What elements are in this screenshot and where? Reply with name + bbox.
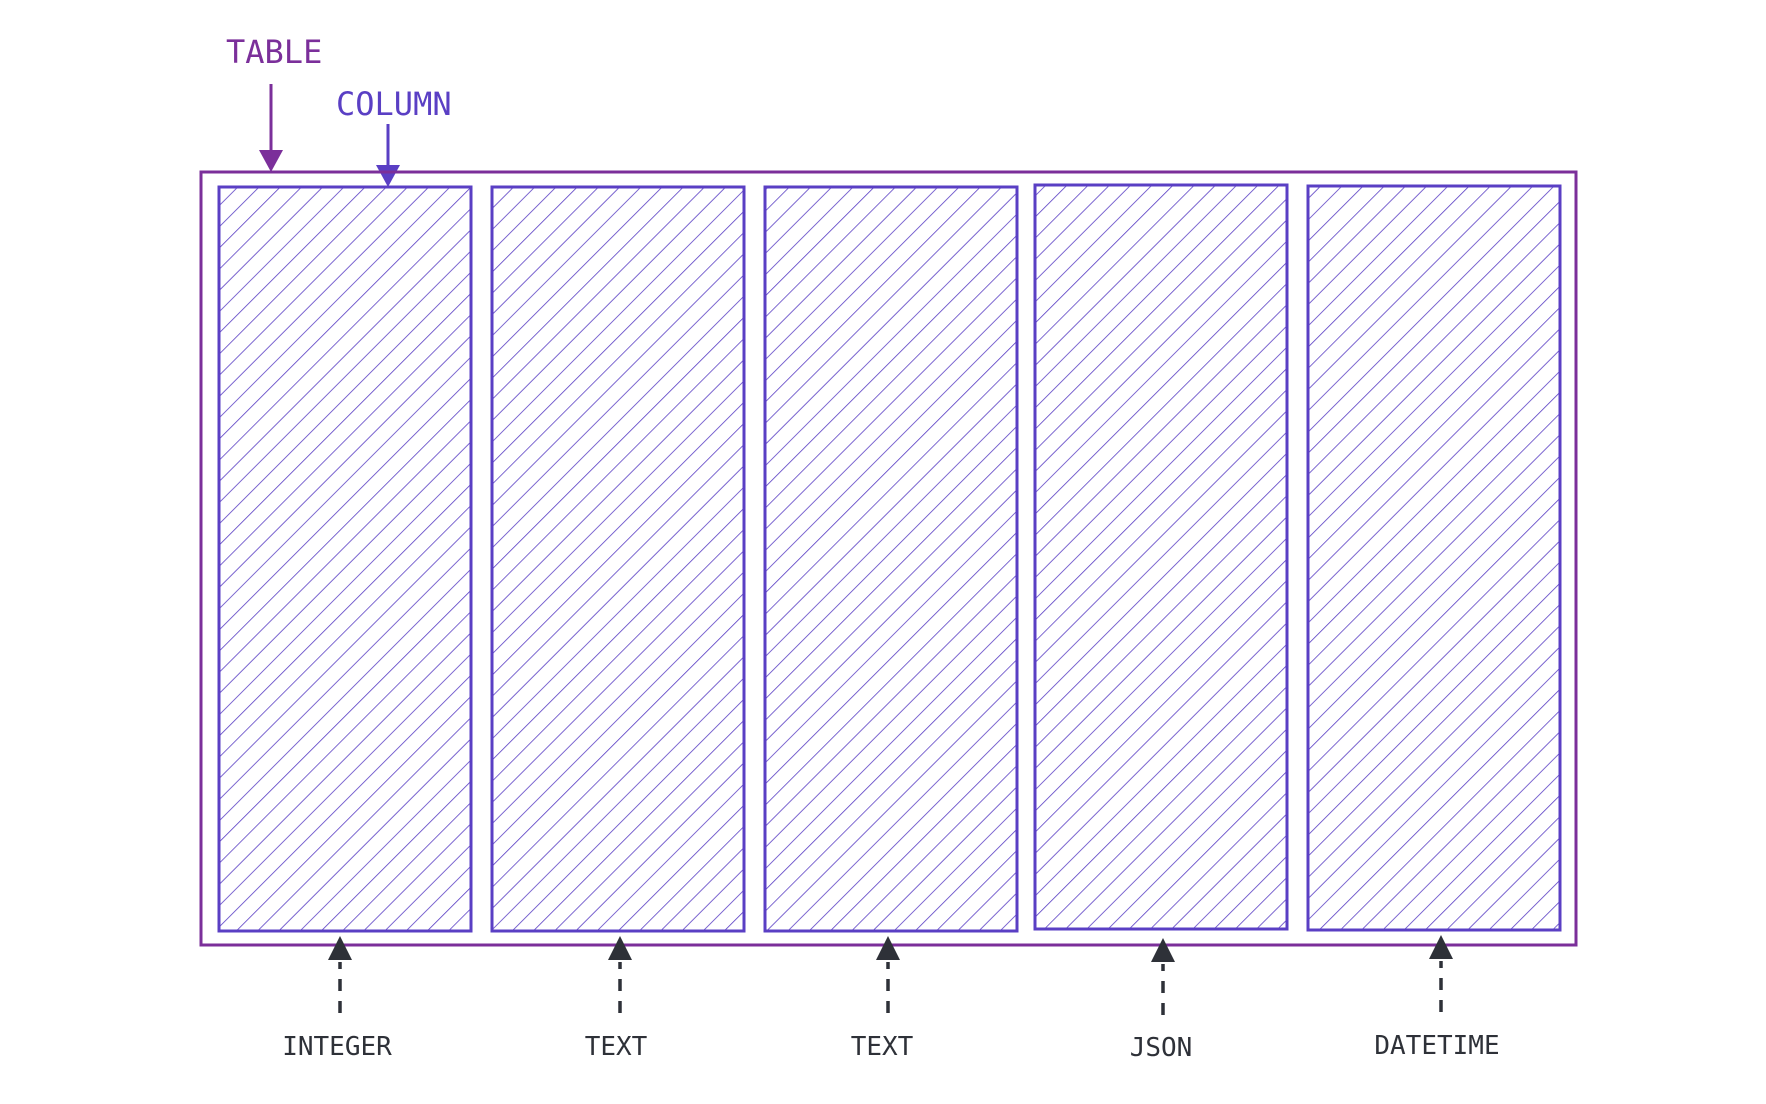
table-arrow bbox=[259, 84, 283, 172]
type-arrow-0 bbox=[328, 936, 352, 1013]
column-0 bbox=[217, 185, 473, 933]
column-3 bbox=[1033, 183, 1289, 931]
type-arrow-1 bbox=[608, 936, 632, 1013]
type-label-4: DATETIME bbox=[1374, 1031, 1499, 1061]
column-2 bbox=[763, 185, 1019, 933]
type-arrow-2 bbox=[876, 936, 900, 1013]
column-4 bbox=[1306, 184, 1562, 932]
type-label-3: JSON bbox=[1130, 1033, 1193, 1063]
type-arrow-4 bbox=[1429, 935, 1453, 1012]
type-arrow-3 bbox=[1151, 938, 1175, 1015]
column-arrow bbox=[376, 124, 400, 187]
type-label-0: INTEGER bbox=[282, 1032, 392, 1062]
type-label-1: TEXT bbox=[585, 1032, 648, 1062]
column-1 bbox=[490, 185, 746, 933]
type-label-2: TEXT bbox=[851, 1032, 914, 1062]
table-label: TABLE bbox=[226, 33, 322, 71]
column-label: COLUMN bbox=[336, 85, 452, 123]
